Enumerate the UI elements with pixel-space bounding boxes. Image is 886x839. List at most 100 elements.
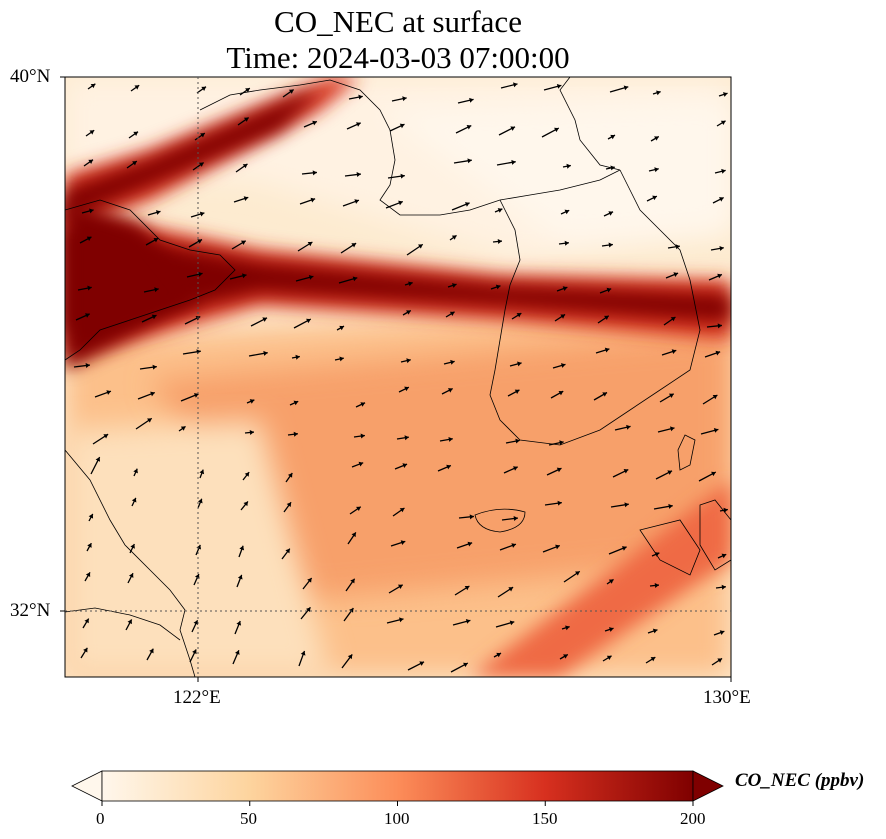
wind-arrow-head (556, 83, 562, 89)
wind-arrow-head (358, 94, 363, 100)
wind-arrow-head (199, 469, 205, 475)
wind-arrow-head (130, 544, 135, 549)
wind-arrow-head (192, 649, 197, 655)
wind-arrow-head (239, 545, 245, 551)
wind-arrow-head (350, 578, 355, 584)
wind-arrow-head (606, 655, 612, 661)
wind-arrow-head (234, 650, 240, 655)
wind-arrow-head (152, 364, 157, 370)
wind-arrow-head (606, 287, 612, 293)
wind-arrow-head (286, 502, 292, 507)
wind-arrow-head (719, 245, 724, 251)
wind-arrow-head (147, 418, 152, 423)
wind-arrow-head (608, 579, 614, 584)
wind-arrow-head (515, 438, 520, 444)
wind-arrow-head (399, 507, 405, 513)
wind-arrow-head (510, 126, 516, 131)
y-tick-label-32n: 32°N (10, 600, 51, 621)
wind-arrow-head (509, 620, 515, 626)
wind-arrow-head (623, 469, 629, 474)
wind-arrow-head (467, 158, 472, 164)
wind-arrow-head (654, 582, 659, 588)
wind-arrow-head (652, 195, 657, 201)
colorbar-tick-50: 50 (240, 809, 257, 828)
wind-arrow-head (243, 117, 249, 122)
wind-arrow-head (88, 513, 94, 519)
wind-arrow-head (469, 514, 474, 520)
wind-arrow-head (722, 92, 728, 97)
wind-arrow-head (305, 607, 311, 613)
wind-arrow-head (610, 134, 615, 140)
wind-arrow-head (310, 197, 316, 203)
wind-arrow-head (360, 402, 366, 407)
wind-arrow-head (85, 313, 90, 318)
wind-arrow-head (243, 196, 249, 201)
wind-arrow-head (496, 652, 501, 658)
wind-arrow-head (358, 461, 364, 467)
wind-arrow-head (667, 470, 673, 475)
wind-arrow-head (463, 662, 468, 668)
colorbar-tick-0: 0 (96, 809, 105, 828)
wind-arrow-head (196, 544, 202, 550)
wind-arrow-head (652, 628, 658, 634)
wind-arrow-head (262, 317, 268, 322)
wind-arrow-head (400, 540, 406, 545)
wind-arrow-head (650, 657, 656, 662)
colorbar-extend-min (71, 770, 103, 802)
wind-arrow-head (339, 356, 344, 362)
wind-arrow-head (559, 440, 564, 446)
wind-arrow-head (563, 654, 568, 659)
wind-arrow-head (351, 532, 356, 538)
wind-arrow-head (721, 584, 726, 590)
wind-arrow-head (349, 608, 354, 613)
wind-arrow-head (513, 516, 518, 522)
coastlines (65, 77, 731, 677)
wind-arrow-head (717, 323, 722, 329)
wind-arrow-head (575, 571, 580, 576)
wind-arrow-head (198, 162, 204, 167)
wind-arrow-head (352, 276, 358, 282)
wind-arrow-head (406, 358, 411, 364)
y-tick-label-40n: 40°N (10, 66, 51, 87)
wind-arrow-head (90, 83, 96, 89)
wind-arrow-head (654, 167, 659, 173)
wind-arrow-head (517, 361, 522, 367)
wind-arrow-head (623, 85, 629, 91)
wind-arrow-head (103, 434, 109, 439)
wind-arrow-head (464, 585, 470, 591)
wind-arrow-head (133, 131, 139, 137)
wind-arrow-head (128, 573, 134, 578)
wind-arrow-head (240, 240, 246, 245)
wind-arrow-head (671, 349, 677, 354)
map-frame (64, 76, 732, 678)
wind-arrow-head (86, 236, 92, 241)
wind-arrow-head (556, 467, 562, 473)
wind-arrow-head (199, 211, 205, 217)
wind-arrow-head (397, 584, 403, 589)
wind-arrow-head (242, 273, 247, 279)
wind-arrow-head (654, 552, 660, 557)
wind-arrow-head (399, 123, 405, 129)
wind-arrow-head (408, 281, 413, 287)
wind-arrow-head (132, 161, 137, 166)
wind-arrow-head (712, 394, 718, 400)
wind-arrow-head (339, 325, 344, 331)
wind-arrow-head (466, 125, 472, 130)
wind-arrow-head (721, 168, 726, 174)
map-title: CO_NEC at surface (274, 4, 522, 39)
wind-arrow-head (624, 502, 629, 508)
wind-arrow-head (719, 630, 725, 635)
wind-arrow-head (249, 429, 254, 435)
wind-arrow-head (300, 650, 306, 656)
wind-arrow-head (95, 457, 101, 462)
wind-arrow-head (670, 316, 676, 322)
wind-arrow-head (608, 211, 614, 216)
wind-arrow-head (564, 240, 569, 246)
wind-arrow-head (449, 311, 455, 317)
wind-arrow-head (560, 363, 566, 368)
wind-arrow-head (308, 274, 314, 280)
wind-arrow-head (89, 208, 94, 214)
wind-arrow-head (87, 285, 92, 291)
wind-arrow-head (497, 238, 502, 244)
wind-arrow-head (675, 244, 680, 250)
